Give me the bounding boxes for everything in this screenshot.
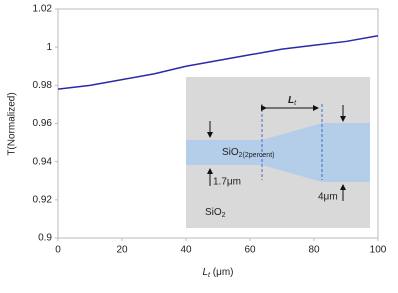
y-axis-label: T(Normalized)	[7, 92, 18, 155]
y-tick-label: 1.02	[33, 4, 53, 15]
label-sub: 2	[222, 212, 226, 219]
label-main: L	[202, 267, 208, 278]
x-tick-label: 40	[180, 245, 192, 256]
label-sub: 2(2percent)	[239, 152, 275, 159]
input-width-label: 1.7μm	[213, 177, 241, 188]
y-tick-label: 0.92	[33, 194, 53, 205]
output-width-label: 4μm	[318, 192, 338, 203]
cladding-label: SiO2	[205, 207, 226, 219]
waveguide	[186, 123, 370, 182]
data-line	[57, 34, 379, 90]
x-axis-label: Lt (μm)	[202, 267, 233, 279]
x-tick-label: 20	[116, 245, 128, 256]
x-tick-label: 80	[308, 245, 320, 256]
core-label: SiO2(2percent)	[222, 147, 274, 159]
y-tick-label: 0.98	[33, 80, 53, 91]
y-tick-label: 1	[46, 42, 52, 53]
x-tick-label: 0	[55, 245, 61, 256]
label-main: L	[288, 95, 294, 106]
inset-diagram: Lt SiO2(2percent) 1.7μm 4μm SiO2	[186, 77, 370, 228]
y-tick-label: 0.94	[33, 156, 53, 167]
plot-area: 0.9 0.92 0.94 0.96 0.98 1 1.02 0 20 40 60 80 100	[33, 4, 387, 256]
label-sub: t	[208, 272, 211, 279]
x-tick-label: 60	[244, 245, 256, 256]
label-sub: t	[294, 100, 297, 107]
label-main: SiO	[205, 207, 222, 218]
y-tick-label: 0.9	[38, 233, 52, 244]
label-main: SiO	[222, 147, 239, 158]
taper-length-label: Lt	[288, 95, 297, 107]
x-tick-label: 100	[370, 245, 387, 256]
y-tick-label: 0.96	[33, 118, 53, 129]
label-unit: (μm)	[210, 267, 234, 278]
